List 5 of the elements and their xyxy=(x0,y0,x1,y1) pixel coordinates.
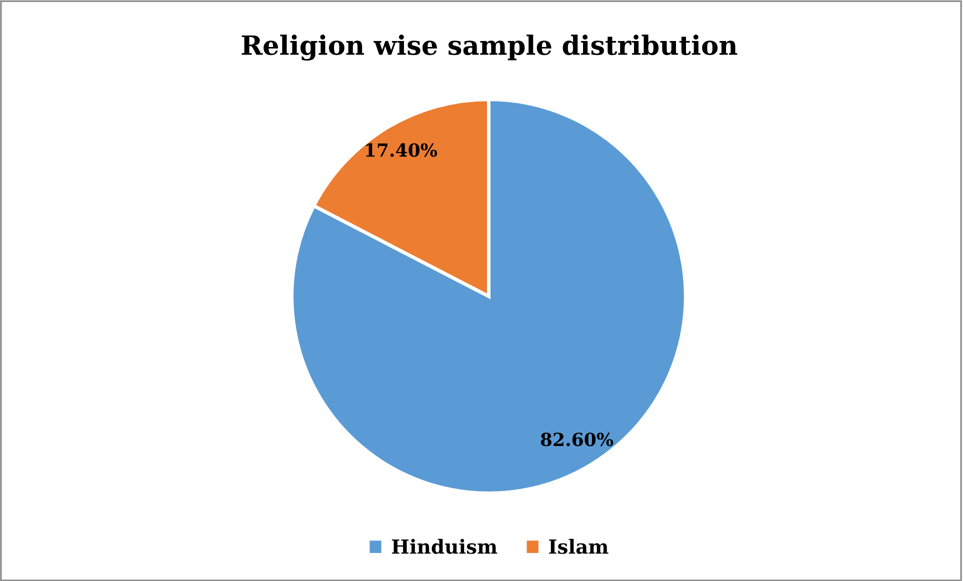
data-label: 17.40% xyxy=(366,143,438,157)
chart-title: Religion wise sample distribution xyxy=(242,34,738,61)
legend-label: Hinduism xyxy=(392,538,498,554)
data-label: 82.60% xyxy=(540,432,614,446)
legend-label: Islam xyxy=(549,538,608,554)
